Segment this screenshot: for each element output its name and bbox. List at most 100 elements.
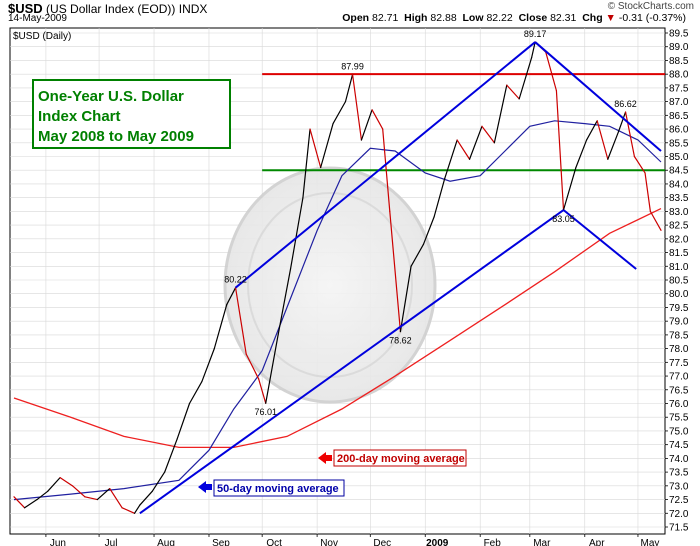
price-segment — [562, 166, 577, 211]
callout-ma200-frame — [333, 449, 467, 467]
chg-arrow-icon: ▼ — [605, 12, 616, 24]
y-tick-label: 80.0 — [669, 289, 689, 300]
price-segment — [351, 73, 363, 141]
y-tick-label: 86.5 — [669, 111, 689, 122]
y-tick-label: 77.0 — [669, 372, 689, 383]
chg-value: -0.31 (-0.37%) — [618, 12, 686, 24]
callout-ma200-text: 200-day moving average — [337, 453, 465, 465]
price-segment — [444, 139, 458, 180]
y-tick-label: 82.0 — [669, 234, 689, 245]
y-tick-label: 75.5 — [669, 413, 689, 424]
x-tick-label: Mar — [533, 538, 551, 546]
y-tick-label: 88.5 — [669, 56, 689, 67]
price-segment — [109, 487, 123, 509]
trend-lower-down — [562, 209, 637, 270]
price-segment — [13, 496, 26, 509]
exchange: INDX — [178, 2, 208, 16]
price-segment — [176, 402, 191, 440]
moving-averages — [13, 120, 662, 501]
price-segment — [320, 122, 334, 169]
price-line — [13, 41, 662, 514]
high-value: 82.88 — [430, 12, 457, 24]
y-tick-label: 83.5 — [669, 193, 689, 204]
y-tick-label: 76.0 — [669, 399, 689, 410]
y-tick-label: 89.0 — [669, 42, 689, 53]
blue-arrow-icon — [198, 481, 212, 493]
price-segment — [36, 490, 49, 501]
price-segment — [545, 51, 558, 92]
price-segment — [133, 504, 141, 514]
y-tick-label: 76.5 — [669, 385, 689, 396]
y-tick-label: 84.0 — [669, 179, 689, 190]
price-segment — [456, 139, 471, 160]
y-tick-label: 81.0 — [669, 262, 689, 273]
price-segment — [555, 90, 565, 211]
price-segment — [226, 287, 237, 306]
x-tick-label: Oct — [266, 538, 282, 546]
watermark-logo — [223, 166, 437, 404]
x-tick-label: Dec — [373, 538, 391, 546]
ma200-line — [13, 208, 662, 449]
price-segment — [360, 109, 373, 141]
y-tick-label: 87.5 — [669, 83, 689, 94]
price-segment — [493, 84, 508, 144]
annotation-line-2: Index Chart — [38, 108, 121, 125]
chg-label: Chg — [582, 12, 603, 24]
x-tick-label: Feb — [484, 538, 502, 546]
price-segment — [309, 128, 322, 169]
price-segment — [139, 490, 153, 506]
y-tick-label: 85.0 — [669, 152, 689, 163]
x-axis: Jun Jul Aug Sep Oct Nov Dec 2009 Feb Mar Apr May — [45, 534, 660, 546]
price-segment — [213, 304, 228, 350]
symbol: $USD — [8, 1, 43, 16]
annotation-line-1: One-Year U.S. Dollar — [38, 88, 184, 105]
price-segment — [164, 438, 178, 473]
data-label: 86.62 — [614, 99, 637, 109]
trend-upper-down — [534, 41, 662, 152]
y-tick-label: 78.5 — [669, 330, 689, 341]
y-tick-label: 83.0 — [669, 207, 689, 218]
x-tick-label: Apr — [589, 538, 605, 546]
price-segment — [382, 128, 391, 212]
horizontal-levels — [262, 73, 665, 172]
price-segment — [624, 111, 636, 158]
price-segment — [389, 210, 402, 333]
price-segment — [234, 287, 247, 355]
price-segment — [575, 139, 588, 169]
y-tick-label: 74.5 — [669, 440, 689, 451]
price-segment — [644, 172, 651, 212]
price-segment — [607, 131, 620, 160]
y-tick-label: 73.5 — [669, 468, 689, 479]
price-segment — [71, 485, 86, 498]
trend-channel-lower — [139, 209, 565, 515]
data-label: 76.01 — [254, 407, 277, 417]
x-tick-label: May — [641, 538, 660, 546]
price-segment — [617, 111, 627, 133]
x-tick-label: 2009 — [426, 538, 449, 546]
price-segment — [332, 101, 347, 125]
y-tick-label: 71.5 — [669, 523, 689, 534]
data-label: 89.17 — [524, 29, 547, 39]
callout-ma200: 200-day moving average — [318, 449, 467, 467]
price-segment — [399, 265, 412, 333]
price-segment — [84, 496, 98, 501]
quote-line: Open 82.71 High 82.88 Low 82.22 Close 82… — [342, 12, 686, 24]
y-tick-label: 79.0 — [669, 317, 689, 328]
data-labels: 80.22 76.01 87.99 78.62 89.17 83.05 86.62 — [224, 29, 637, 417]
price-segment — [422, 216, 435, 245]
price-segment — [433, 177, 446, 218]
price-segment — [344, 73, 354, 103]
low-value: 82.22 — [486, 12, 513, 24]
callout-ma50: 50-day moving average — [198, 479, 345, 497]
x-tick-label: Jul — [105, 538, 118, 546]
price-segment — [258, 378, 267, 404]
price-segment — [530, 41, 536, 59]
price-segment — [410, 243, 425, 267]
chart-date: 14-May-2009 — [8, 13, 67, 24]
low-label: Low — [462, 12, 484, 24]
x-tick-label: Sep — [212, 538, 230, 546]
y-tick-label: 80.5 — [669, 276, 689, 287]
price-segment — [96, 487, 111, 501]
y-tick-label: 87.0 — [669, 97, 689, 108]
